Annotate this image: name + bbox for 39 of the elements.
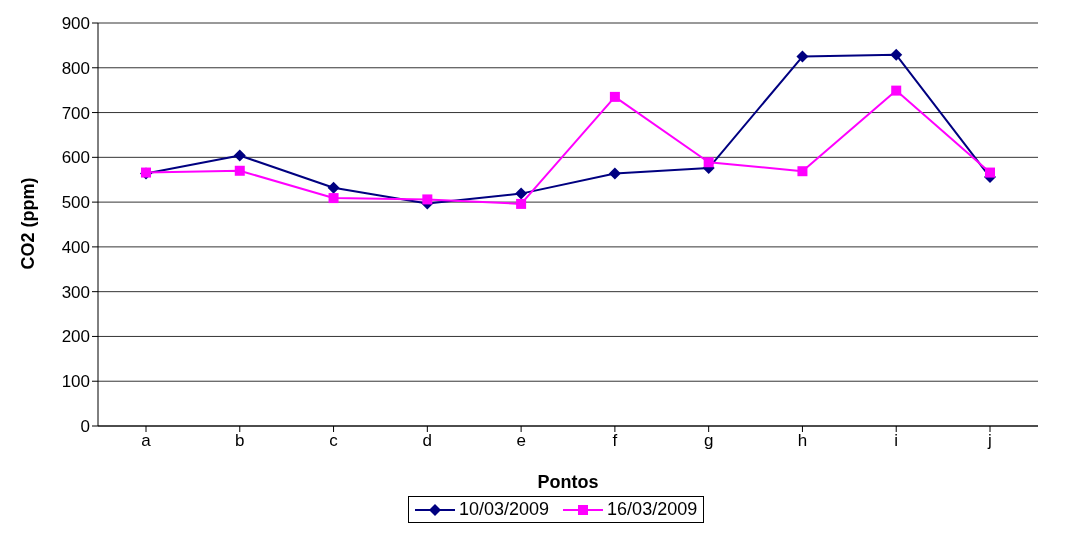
point (890, 48, 903, 61)
x-tick-label: j (987, 431, 992, 451)
point (515, 187, 528, 200)
y-tick-label: 600 (61, 148, 90, 168)
y-tick-label: 400 (61, 237, 90, 257)
x-tick-label: g (703, 431, 714, 451)
x-tick-label: b (235, 431, 245, 451)
y-tick-label: 500 (61, 193, 90, 213)
y-axis-title: CO2 (ppm) (18, 177, 39, 270)
y-tick-label: 300 (61, 282, 90, 302)
point (234, 165, 245, 176)
y-tick-label: 800 (61, 58, 90, 78)
point (516, 198, 527, 209)
point (233, 149, 246, 162)
y-tick-label: 900 (61, 14, 90, 34)
point (327, 181, 340, 194)
point (797, 166, 808, 177)
point (328, 193, 339, 204)
point (609, 91, 620, 102)
y-tick-label: 0 (80, 417, 90, 437)
point (985, 167, 995, 178)
y-tick-label: 100 (61, 372, 90, 392)
point (891, 85, 902, 96)
x-tick-label: d (422, 431, 433, 451)
legend-label: 16/03/2009 (606, 499, 698, 520)
x-tick-label: e (516, 431, 526, 451)
x-tick-label: c (329, 431, 339, 451)
legend-label: 10/03/2009 (458, 499, 550, 520)
x-tick-label: f (612, 431, 618, 451)
x-tick-label: a (141, 431, 152, 451)
point (796, 50, 809, 63)
x-tick-label: h (797, 431, 808, 451)
x-tick-label: i (894, 431, 899, 451)
point (608, 167, 621, 180)
y-tick-label: 200 (61, 327, 90, 347)
point (703, 157, 714, 168)
x-axis-title: Pontos (537, 472, 599, 492)
y-tick-label: 700 (61, 103, 90, 123)
point (422, 194, 433, 205)
